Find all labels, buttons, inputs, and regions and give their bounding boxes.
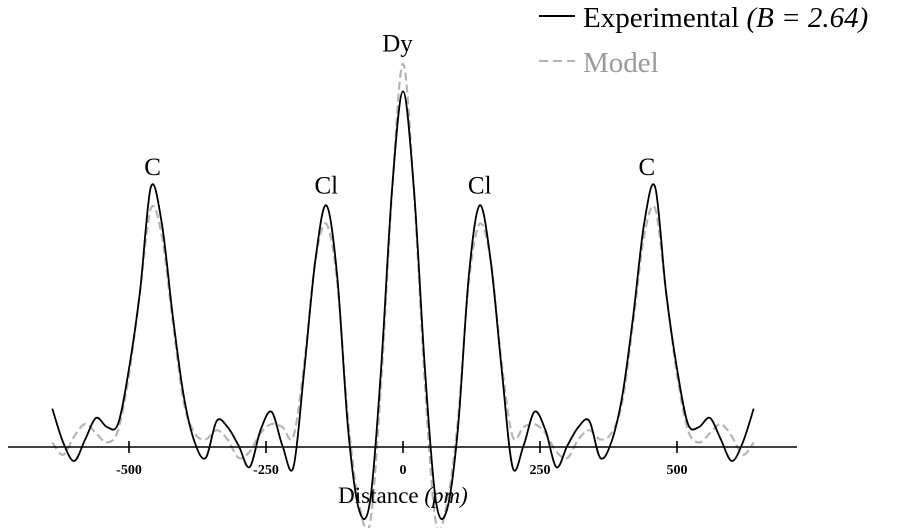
peak-label: C (144, 154, 161, 181)
series-line-model (51, 62, 755, 528)
x-tick-label: 500 (667, 463, 688, 478)
x-axis-label-main: Distance (338, 483, 418, 508)
peak-label: Cl (314, 172, 338, 199)
x-tick-label: 250 (530, 463, 551, 478)
legend-model-label: Model (583, 47, 659, 79)
peak-label: C (639, 154, 656, 181)
peak-label: Cl (468, 172, 492, 199)
peak-label: Dy (382, 31, 413, 58)
legend-experimental-label: Experimental (B = 2.64) (583, 2, 868, 34)
plot-area: -500 -250 0 250 500 C Cl Dy Cl C (8, 31, 797, 528)
x-tick-label: -500 (116, 463, 142, 478)
x-tick-label: -250 (253, 463, 279, 478)
x-tick-label: 0 (400, 463, 407, 478)
legend-experimental-prefix: Experimental (583, 2, 746, 34)
series-line-experimental (51, 90, 755, 520)
legend: Experimental (B = 2.64) Model (539, 2, 868, 79)
x-axis-label: Distance (pm) (338, 483, 468, 508)
x-axis-label-unit: (pm) (424, 483, 467, 508)
legend-experimental-param: (B = 2.64) (746, 2, 868, 34)
